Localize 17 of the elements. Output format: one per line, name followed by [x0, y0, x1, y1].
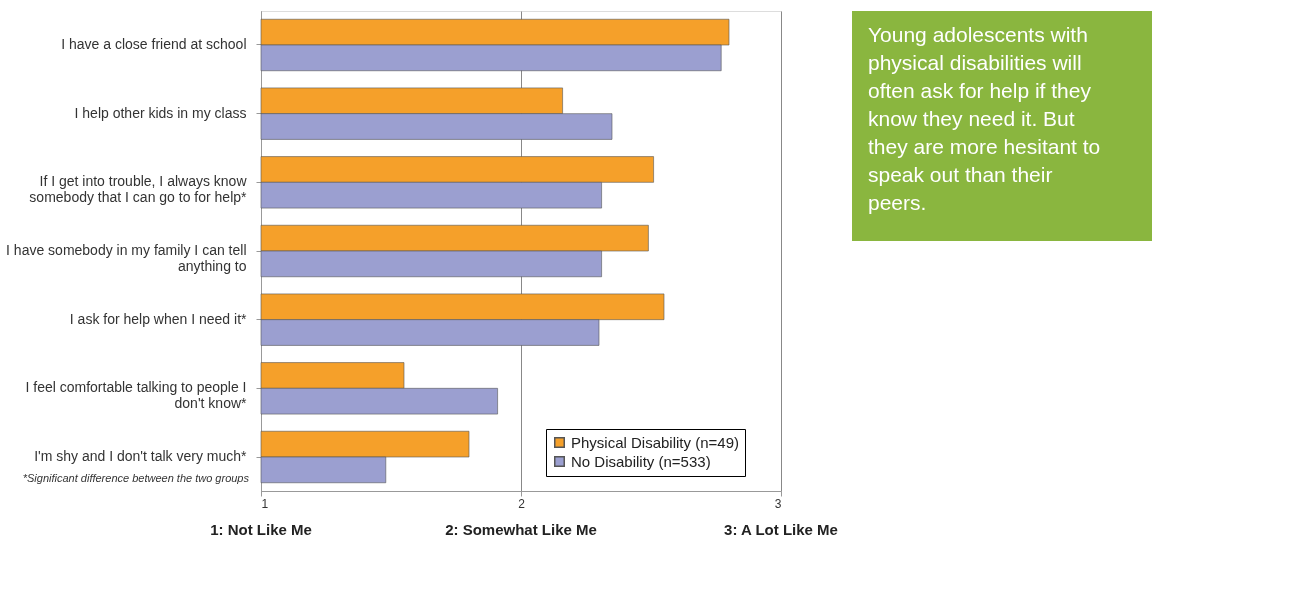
text: 3: A Lot Like Me: [724, 521, 838, 538]
x-tick-label: 3: [774, 496, 782, 511]
y-tick-label: I ask for help when I need it*: [69, 310, 248, 327]
text: 2: Somewhat Like Me: [445, 521, 597, 538]
text: Young adolescents with physical disabilities will often ask for help if they know they need it. But they are more hesitant to speak out than their peers.: [868, 23, 1101, 214]
x-tick-label: 2: [518, 496, 526, 511]
y-tick-label: I feel comfortable talking to people I don't know*: [25, 379, 248, 412]
y-tick-label: I help other kids in my class: [74, 104, 247, 121]
text: 1: Not Like Me: [210, 521, 312, 538]
y-tick-label: I have somebody in my family I can tell anything to: [6, 242, 247, 274]
y-tick-label: If I get into trouble, I always know somebody that I can go to for help*: [29, 173, 248, 206]
legend-label: Physical Disability (n=49): [571, 433, 739, 451]
x-tick-label: 1: [261, 496, 269, 511]
legend-label: No Disability (n=533): [571, 452, 711, 470]
y-tick-label: I have a close friend at school: [61, 35, 247, 52]
text: *Significant difference between the two groups: [22, 472, 250, 484]
y-tick-label: I'm shy and I don't talk very much*: [34, 448, 248, 465]
